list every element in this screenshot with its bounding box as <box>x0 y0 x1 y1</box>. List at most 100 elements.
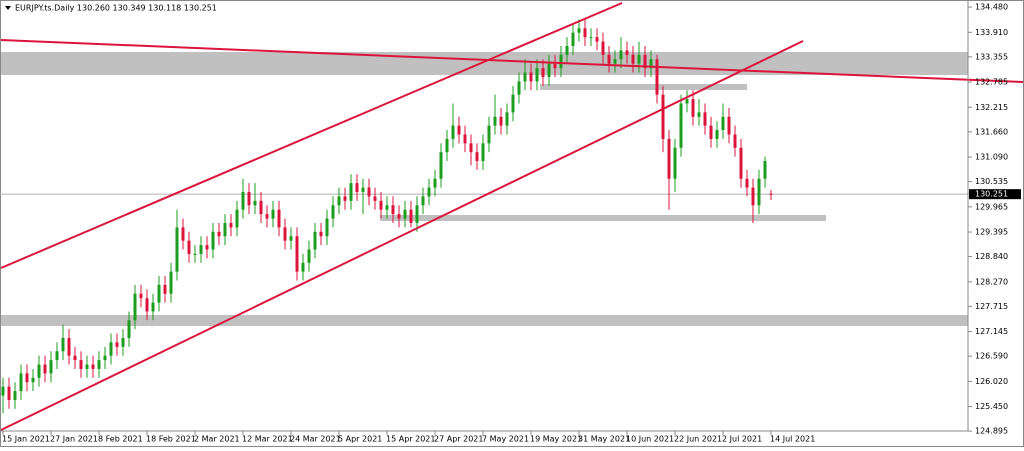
candle-body <box>73 355 77 361</box>
candle-body <box>445 138 449 153</box>
candle-body <box>277 209 281 228</box>
x-tick-label: 24 Mar 2021 <box>290 435 341 444</box>
y-tick-label: 129.965 <box>975 202 1008 211</box>
candle-body <box>115 342 119 347</box>
candle-body <box>169 271 173 294</box>
candle-body <box>457 125 461 135</box>
y-tick-label: 125.450 <box>975 402 1008 411</box>
candle-body <box>121 337 125 347</box>
candle-body <box>565 46 569 55</box>
candle-body <box>229 222 233 228</box>
candle-body <box>667 138 671 179</box>
candle-body <box>673 147 677 179</box>
x-tick-label: 2 Jul 2021 <box>722 435 762 444</box>
x-tick-label: 5 Apr 2021 <box>338 435 382 444</box>
candle-body <box>181 227 185 241</box>
candle-body <box>337 196 341 206</box>
y-tick-label: 128.840 <box>975 252 1008 261</box>
current-price-label: 130.251 <box>975 190 1008 199</box>
candle-body <box>709 125 713 139</box>
candle-body <box>367 187 371 197</box>
candle-body <box>739 147 743 179</box>
candle-body <box>241 191 245 210</box>
x-tick-label: 8 Feb 2021 <box>98 435 143 444</box>
y-tick-label: 132.215 <box>975 103 1008 112</box>
candle-body <box>145 298 149 312</box>
candle-body <box>499 116 503 126</box>
candle-body <box>133 293 137 321</box>
candle-body <box>235 209 239 228</box>
x-tick-label: 22 Jun 2021 <box>674 435 722 444</box>
candle-body <box>727 116 731 135</box>
candle-body <box>595 37 599 42</box>
candle-body <box>1 386 5 396</box>
candle-body <box>25 373 29 383</box>
candle-body <box>469 143 473 153</box>
candle-body <box>211 231 215 250</box>
descending-trendline <box>0 39 1024 83</box>
x-tick-label: 2 Mar 2021 <box>194 435 240 444</box>
candle-body <box>571 32 575 47</box>
candle-body <box>109 342 113 356</box>
candle-body <box>187 240 191 254</box>
candle-body <box>319 231 323 237</box>
y-tick-label: 126.590 <box>975 352 1008 361</box>
y-tick-label: 130.535 <box>975 177 1008 186</box>
candle-body <box>511 94 515 113</box>
candle-body <box>127 320 131 338</box>
candle-body <box>289 236 293 241</box>
y-tick-label: 127.715 <box>975 302 1008 311</box>
y-tick-label: 132.785 <box>975 78 1008 87</box>
candle-body <box>547 63 551 77</box>
candle-body <box>223 222 227 237</box>
candle-body <box>31 377 35 383</box>
candle-body <box>649 59 653 69</box>
candle-body <box>91 364 95 369</box>
y-tick-label: 129.395 <box>975 228 1008 237</box>
candle-body <box>403 209 407 219</box>
candle-body <box>79 360 83 369</box>
candle-body <box>433 178 437 188</box>
candle-body <box>757 178 761 206</box>
y-tick-label: 133.910 <box>975 28 1008 37</box>
candle-body <box>163 284 167 294</box>
candles <box>0 19 968 414</box>
x-tick-label: 27 Jan 2021 <box>50 435 98 444</box>
y-tick-label: 133.355 <box>975 52 1008 61</box>
resistance-zone <box>1 52 968 75</box>
current-price-box <box>969 189 1021 200</box>
candle-body <box>679 103 683 148</box>
x-tick-label: 15 Jan 2021 <box>2 435 50 444</box>
y-tick-label: 126.020 <box>975 377 1008 386</box>
candle-body <box>397 214 401 219</box>
x-tick-label: 14 Jul 2021 <box>770 435 815 444</box>
support-zone <box>380 215 826 221</box>
candle-body <box>415 205 419 223</box>
candle-body <box>487 125 491 144</box>
candle-body <box>745 178 749 188</box>
trendlines <box>0 2 1024 431</box>
candle-body <box>475 152 479 162</box>
x-tick-label: 12 Mar 2021 <box>242 435 293 444</box>
candle-body <box>265 214 269 219</box>
candle-body <box>49 360 53 374</box>
candle-body <box>385 205 389 210</box>
candle-body <box>331 205 335 219</box>
zone <box>540 84 747 90</box>
candle-body <box>505 112 509 126</box>
candle-body <box>151 302 155 312</box>
candle-body <box>379 200 383 210</box>
candle-body <box>313 231 317 250</box>
candle-body <box>97 360 101 369</box>
y-tick-label: 131.660 <box>975 127 1008 136</box>
candle-body <box>43 364 47 374</box>
candle-body <box>541 68 545 77</box>
candle-body <box>715 130 719 139</box>
candle-body <box>607 54 611 64</box>
x-tick-label: 19 May 2021 <box>530 435 582 444</box>
candle-body <box>259 200 263 215</box>
candle-body <box>463 134 467 144</box>
candle-body <box>613 59 617 64</box>
candle-body <box>697 112 701 117</box>
candle-body <box>175 227 179 272</box>
